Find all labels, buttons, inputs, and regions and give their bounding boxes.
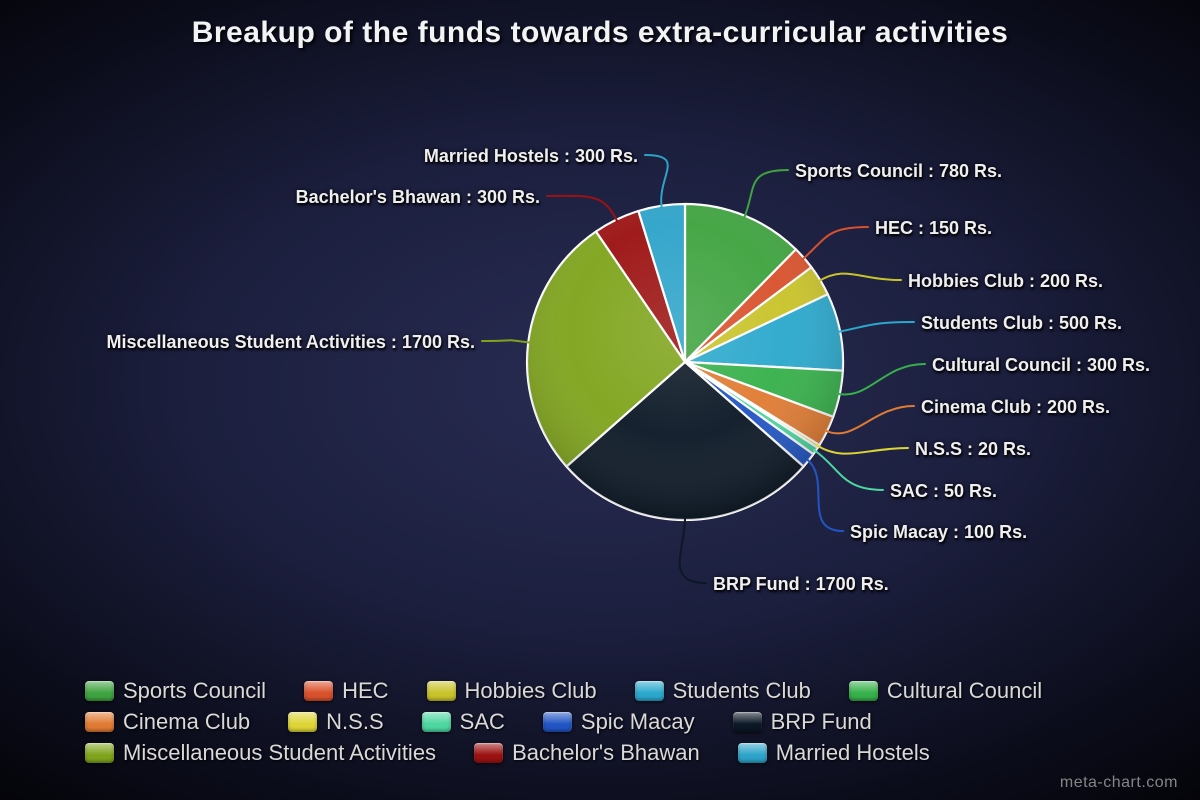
legend-label: Cultural Council <box>886 678 1043 703</box>
legend-row: Miscellaneous Student Activities Bachelor… <box>85 740 1042 766</box>
legend-swatch-hobbies-club <box>426 681 456 701</box>
legend-label: Students Club <box>672 678 811 703</box>
slice-label-n-s-s: N.S.S : 20 Rs. <box>915 439 1032 459</box>
leader-line-cinema-club <box>824 405 915 435</box>
legend-swatch-cinema-club <box>85 712 114 732</box>
slice-label-cultural-council: Cultural Council : 300 Rs. <box>932 355 1151 375</box>
legend-swatch-hec <box>304 681 334 701</box>
legend-item-cultural-council: Cultural Council <box>848 678 1043 704</box>
slice-label-spic-macay: Spic Macay : 100 Rs. <box>850 522 1028 542</box>
legend-label: Sports Council <box>123 678 267 703</box>
pie-sheen-overlay <box>527 204 843 520</box>
legend-swatch-married-hostels <box>737 743 767 763</box>
legend-swatch-students-club <box>634 681 664 701</box>
legend-label: HEC <box>342 678 389 703</box>
legend-item-married-hostels: Married Hostels <box>737 740 930 766</box>
legend-item-hobbies-club: Hobbies Club <box>426 678 597 704</box>
legend-item-students-club: Students Club <box>634 678 811 704</box>
leader-line-married-hostels <box>644 154 669 209</box>
leader-line-n-s-s <box>815 444 909 455</box>
leader-line-spic-macay <box>806 458 844 532</box>
leader-lines <box>481 154 926 584</box>
legend-item-cinema-club: Cinema Club <box>85 709 250 735</box>
legend-item-spic-macay: Spic Macay <box>542 709 695 735</box>
slice-label-students-club: Students Club : 500 Rs. <box>921 313 1123 333</box>
leader-line-hec <box>801 226 869 261</box>
legend-label: Miscellaneous Student Activities <box>123 740 437 765</box>
legend-label: SAC <box>459 709 505 734</box>
legend-label: Hobbies Club <box>464 678 597 703</box>
slice-label-hobbies-club: Hobbies Club : 200 Rs. <box>908 271 1104 291</box>
legend-label: Cinema Club <box>123 709 251 734</box>
legend-label: N.S.S <box>326 709 384 734</box>
legend-item-sac: SAC <box>421 709 505 735</box>
legend-swatch-cultural-council <box>848 681 878 701</box>
leader-line-sports-council <box>743 169 789 219</box>
legend-label: Bachelor's Bhawan <box>512 740 700 765</box>
legend-item-sports-council: Sports Council <box>85 678 266 704</box>
leader-line-cultural-council <box>836 363 926 396</box>
legend-swatch-sac <box>421 712 451 732</box>
leader-line-miscellaneous-student-activities <box>481 339 532 344</box>
legend: Sports Council HEC Hobbies Club Students Cl… <box>85 678 1042 766</box>
leader-line-brp-fund <box>678 517 707 584</box>
legend-swatch-miscellaneous-student-activities <box>85 743 114 763</box>
slice-label-sac: SAC : 50 Rs. <box>890 481 998 501</box>
legend-row: Cinema Club N.S.S SAC Spic Macay BRP Fund <box>85 709 1042 735</box>
legend-swatch-n-s-s <box>288 712 318 732</box>
legend-swatch-brp-fund <box>732 712 762 732</box>
slice-label-bachelor-s-bhawan: Bachelor's Bhawan : 300 Rs. <box>295 187 540 207</box>
leader-line-students-club <box>837 321 915 333</box>
slice-label-cinema-club: Cinema Club : 200 Rs. <box>921 397 1111 417</box>
legend-label: Married Hostels <box>775 740 930 765</box>
leader-line-hobbies-club <box>817 272 902 283</box>
legend-item-n-s-s: N.S.S <box>288 709 384 735</box>
slice-label-hec: HEC : 150 Rs. <box>875 218 993 238</box>
slice-label-miscellaneous-student-activities: Miscellaneous Student Activities : 1700 … <box>106 332 475 352</box>
legend-item-brp-fund: BRP Fund <box>732 709 872 735</box>
leader-line-bachelor-s-bhawan <box>546 194 619 223</box>
legend-swatch-sports-council <box>85 681 114 701</box>
chart-title: Breakup of the funds towards extra-curri… <box>191 16 1009 49</box>
slice-label-married-hostels: Married Hostels : 300 Rs. <box>423 146 638 166</box>
legend-row: Sports Council HEC Hobbies Club Students Cl… <box>85 678 1042 704</box>
legend-swatch-bachelor-s-bhawan <box>474 743 504 763</box>
slice-label-sports-council: Sports Council : 780 Rs. <box>795 161 1003 181</box>
legend-label: Spic Macay <box>580 709 695 734</box>
legend-swatch-spic-macay <box>542 712 572 732</box>
watermark: meta-chart.com <box>1059 774 1178 791</box>
legend-label: BRP Fund <box>770 709 872 734</box>
legend-item-miscellaneous-student-activities: Miscellaneous Student Activities <box>85 740 436 766</box>
slice-label-brp-fund: BRP Fund : 1700 Rs. <box>713 574 889 594</box>
legend-item-hec: HEC <box>304 678 389 704</box>
legend-item-bachelor-s-bhawan: Bachelor's Bhawan <box>474 740 700 766</box>
leader-line-sac <box>812 448 884 491</box>
